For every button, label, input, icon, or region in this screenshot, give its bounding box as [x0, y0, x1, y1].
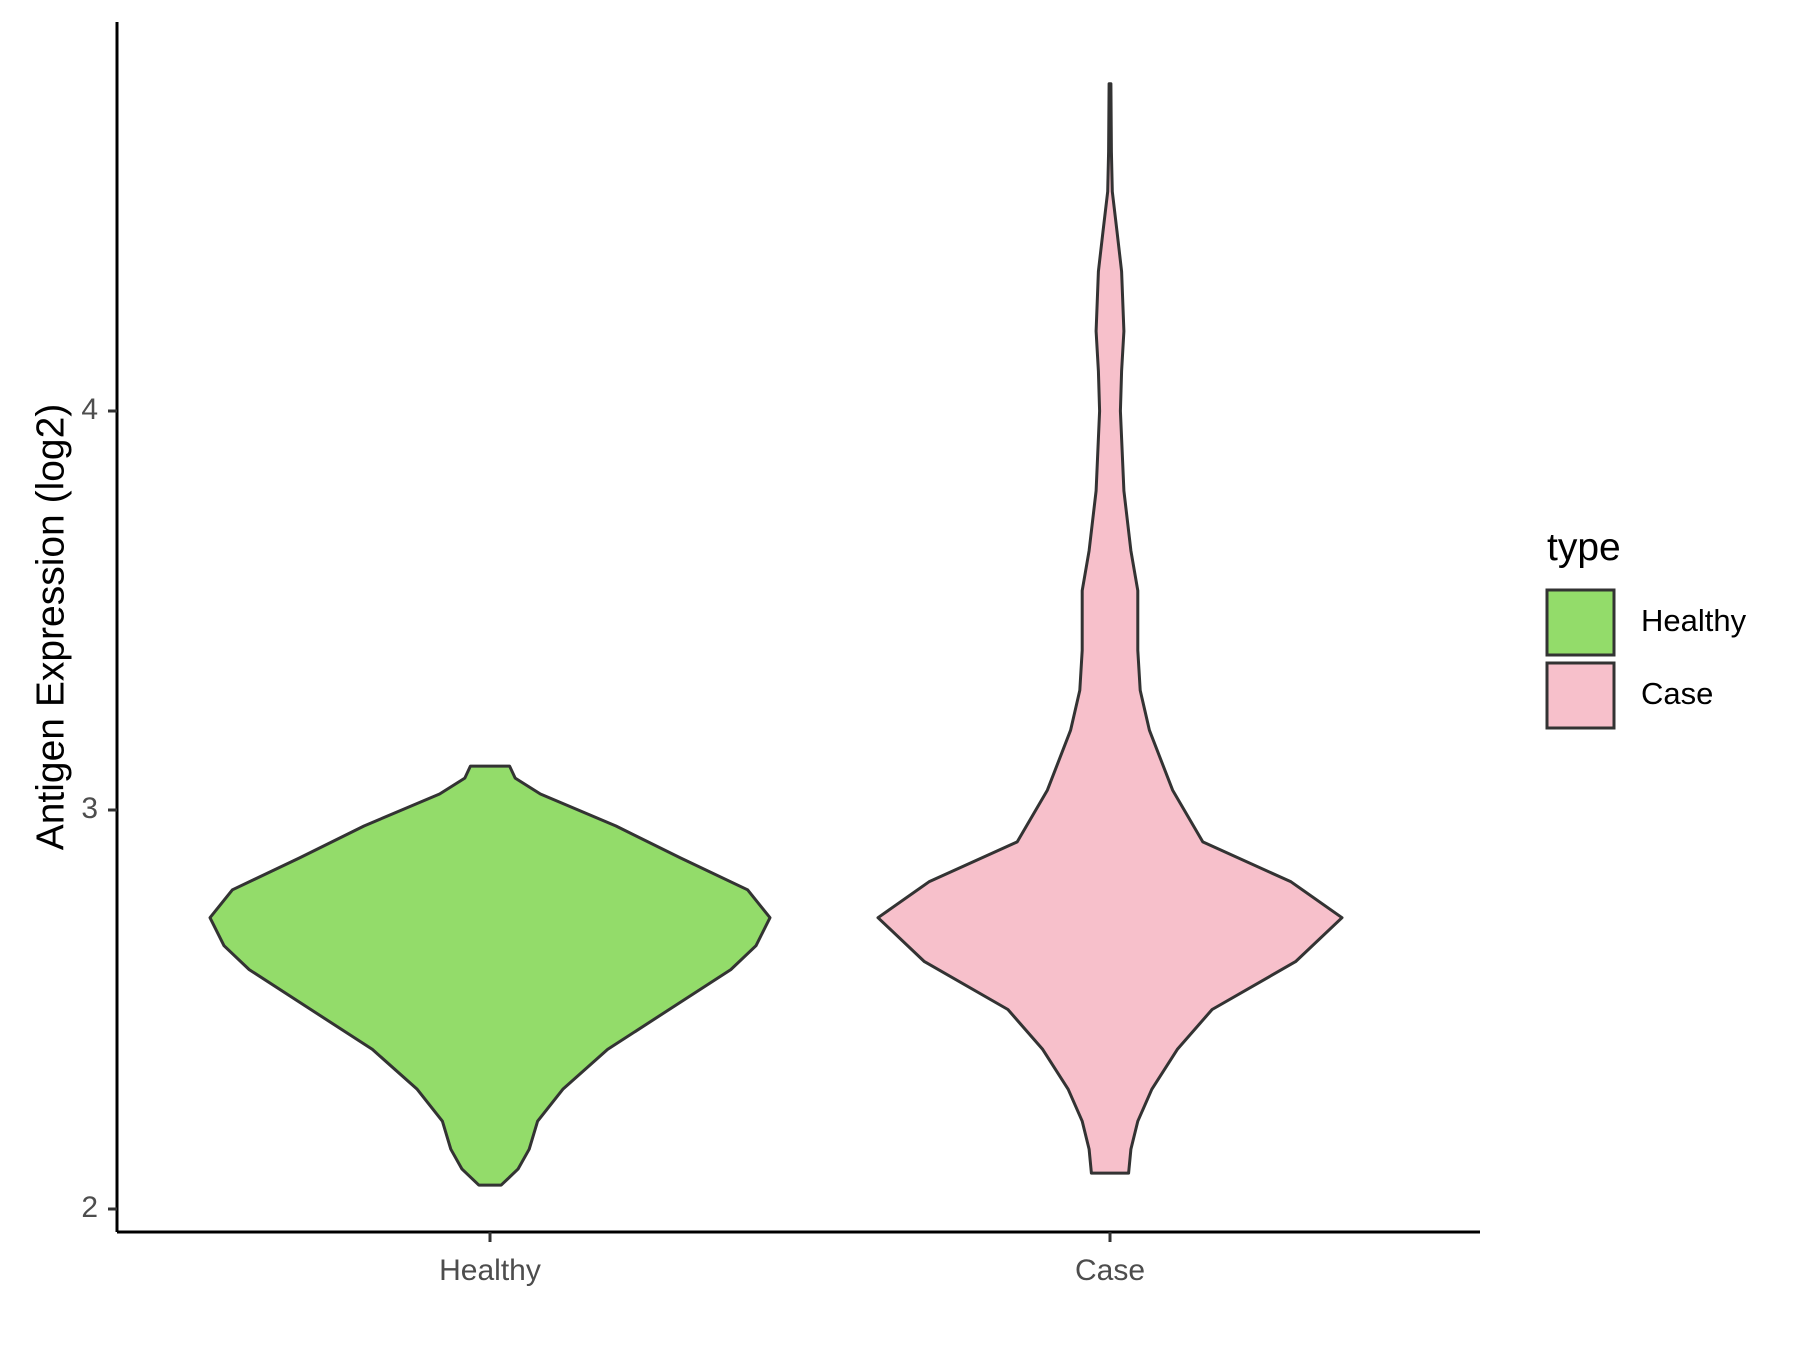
legend-key-case — [1545, 661, 1616, 730]
legend-label-healthy: Healthy — [1641, 603, 1747, 638]
legend-key-healthy — [1545, 588, 1616, 657]
y-tick-label: 2 — [81, 1191, 98, 1224]
y-tick-label: 4 — [81, 393, 98, 426]
violin-layer — [208, 82, 1344, 1187]
legend: type Healthy Case — [1545, 526, 1747, 730]
legend-title: type — [1547, 526, 1621, 569]
y-axis-title: Antigen Expression (log2) — [29, 404, 72, 851]
x-axis-ticks: Healthy Case — [439, 1232, 1145, 1287]
x-tick-label: Healthy — [439, 1254, 541, 1287]
y-tick-label: 3 — [81, 792, 98, 825]
y-axis-ticks: 2 3 4 — [81, 393, 117, 1224]
x-tick-label: Case — [1075, 1254, 1145, 1287]
legend-label-case: Case — [1641, 676, 1713, 711]
violin-case — [876, 82, 1344, 1175]
violin-healthy — [208, 764, 772, 1187]
